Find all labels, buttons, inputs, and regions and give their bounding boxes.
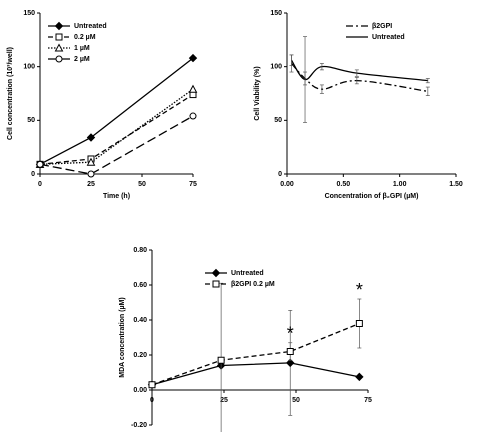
legend-label: Untreated (231, 270, 264, 277)
marker (286, 358, 295, 368)
y-tick-label: 0.00 (133, 387, 147, 394)
marker (355, 372, 364, 382)
y-tick-label: 0.40 (133, 317, 147, 324)
y-tick-label: 50 (274, 117, 282, 124)
x-tick-label: 75 (364, 397, 372, 404)
x-tick-label: 0 (38, 181, 42, 188)
y-tick-label: -0.20 (131, 422, 147, 429)
marker (54, 21, 64, 31)
marker (217, 356, 225, 364)
series-line (290, 59, 428, 82)
x-tick-label: 25 (87, 181, 95, 188)
marker (189, 112, 197, 120)
legend-label: β2GPI (372, 23, 392, 30)
marker (355, 320, 363, 327)
annotation: * (356, 280, 363, 300)
error-bar (289, 54, 294, 66)
y-tick-label: 100 (23, 64, 35, 71)
marker (86, 133, 96, 142)
marker (188, 84, 198, 93)
x-tick-label: 1.00 (393, 181, 407, 188)
marker (148, 381, 156, 389)
x-tick-label: 1.50 (449, 181, 463, 188)
legend-label: Untreated (372, 34, 405, 41)
y-tick-label: 0 (31, 171, 35, 178)
series-line (39, 57, 194, 165)
y-axis-label: Cell Viability (%) (254, 66, 261, 120)
y-axis-label: MDA concentration (µM) (119, 297, 126, 377)
y-tick-label: 0.60 (133, 282, 147, 289)
legend-label: 1 µM (74, 45, 90, 52)
series-line (291, 63, 428, 92)
x-axis-label: Concentration of β₂GPI (µM) (325, 193, 419, 200)
series-line (39, 115, 194, 175)
x-tick-label: 25 (220, 397, 228, 404)
x-tick-label: 0 (150, 397, 154, 404)
error-bar (354, 77, 359, 85)
marker (87, 170, 95, 178)
x-tick-label: 50 (292, 397, 300, 404)
marker (188, 53, 198, 63)
x-axis-label: Time (h) (103, 193, 130, 200)
y-tick-label: 0.20 (133, 352, 147, 359)
error-bar (319, 84, 324, 94)
y-tick-label: 150 (23, 10, 35, 17)
series-line (151, 362, 360, 386)
legend-label: Untreated (74, 23, 107, 30)
error-bar (425, 78, 430, 84)
series-line (39, 88, 194, 165)
y-tick-label: 150 (270, 10, 282, 17)
x-tick-label: 0.50 (337, 181, 351, 188)
legend-label: β2GPI 0.2 µM (231, 281, 275, 288)
y-tick-label: 50 (27, 117, 35, 124)
marker (55, 33, 63, 41)
series-line (39, 94, 194, 165)
error-bar (425, 86, 430, 96)
legend-label: 0.2 µM (74, 34, 96, 41)
series-line (151, 322, 360, 386)
y-tick-label: 0.80 (133, 247, 147, 254)
error-bar (303, 36, 308, 123)
marker (36, 160, 44, 168)
marker (86, 157, 96, 166)
marker (212, 280, 220, 288)
marker (211, 268, 221, 278)
x-tick-label: 75 (189, 181, 197, 188)
marker (54, 43, 64, 52)
y-axis-label: Cell concentration (10³/well) (7, 47, 14, 140)
x-tick-label: 0.00 (280, 181, 294, 188)
error-bar (319, 63, 324, 71)
annotation: * (287, 324, 294, 344)
y-tick-label: 0 (278, 171, 282, 178)
marker (286, 348, 294, 355)
x-tick-label: 50 (138, 181, 146, 188)
marker (55, 55, 63, 63)
error-bar (354, 69, 359, 77)
y-tick-label: 100 (270, 64, 282, 71)
legend-label: 2 µM (74, 56, 90, 63)
